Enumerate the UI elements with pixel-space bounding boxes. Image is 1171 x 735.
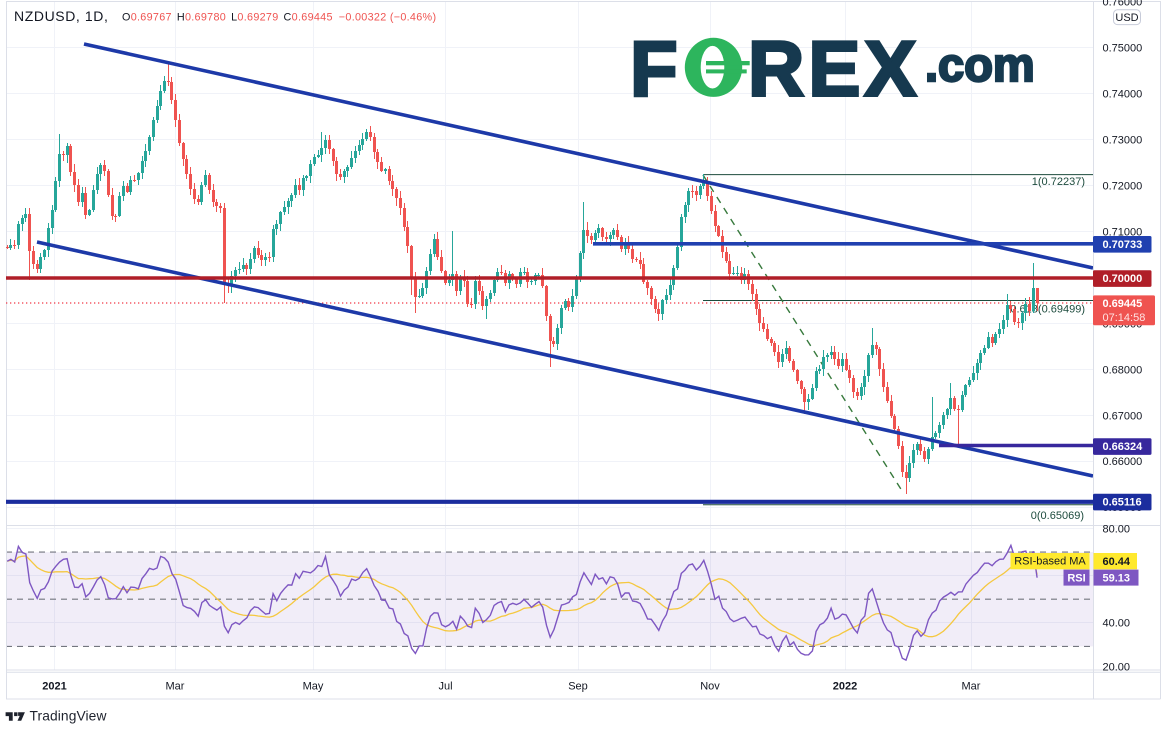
svg-text:May: May — [303, 681, 324, 693]
svg-text:0.66000: 0.66000 — [1103, 456, 1143, 468]
svg-text:59.13: 59.13 — [1103, 572, 1131, 584]
svg-text:2021: 2021 — [42, 681, 66, 693]
svg-text:Sep: Sep — [568, 681, 588, 693]
svg-text:0.69445: 0.69445 — [1103, 298, 1143, 310]
svg-text:1(0.72237): 1(0.72237) — [1032, 176, 1085, 188]
svg-text:USD: USD — [1115, 12, 1138, 24]
svg-text:Nov: Nov — [700, 681, 720, 693]
svg-text:0.74000: 0.74000 — [1103, 89, 1143, 101]
svg-text:NZDUSD, 1D,: NZDUSD, 1D, — [14, 8, 109, 24]
svg-text:0.68000: 0.68000 — [1103, 364, 1143, 376]
svg-text:F: F — [630, 25, 680, 113]
svg-text:0.76000: 0.76000 — [1103, 0, 1143, 9]
svg-text:0.73000: 0.73000 — [1103, 134, 1143, 146]
svg-text:REX: REX — [748, 25, 920, 113]
svg-text:Mar: Mar — [166, 681, 185, 693]
svg-text:RSI-based MA: RSI-based MA — [1014, 556, 1086, 568]
svg-text:80.00: 80.00 — [1103, 523, 1131, 535]
svg-text:07:14:58: 07:14:58 — [1103, 312, 1146, 324]
svg-text:20.00: 20.00 — [1103, 661, 1131, 673]
svg-text:0.72000: 0.72000 — [1103, 180, 1143, 192]
svg-text:0.75000: 0.75000 — [1103, 43, 1143, 55]
svg-text:TradingView: TradingView — [30, 709, 107, 724]
svg-text:.com: .com — [925, 38, 1035, 91]
svg-text:0.71000: 0.71000 — [1103, 226, 1143, 238]
svg-text:0.65116: 0.65116 — [1103, 497, 1142, 509]
svg-text:60.44: 60.44 — [1103, 556, 1131, 568]
svg-text:Mar: Mar — [962, 681, 981, 693]
svg-text:RSI: RSI — [1067, 572, 1085, 584]
svg-text:2022: 2022 — [833, 681, 857, 693]
svg-text:0.70000: 0.70000 — [1103, 273, 1143, 285]
svg-text:40.00: 40.00 — [1103, 618, 1131, 630]
svg-text:0(0.65069): 0(0.65069) — [1031, 510, 1084, 522]
svg-text:0.66324: 0.66324 — [1103, 441, 1144, 453]
svg-text:0.70733: 0.70733 — [1103, 239, 1143, 251]
svg-text:0.67000: 0.67000 — [1103, 410, 1143, 422]
svg-text:Jul: Jul — [438, 681, 452, 693]
